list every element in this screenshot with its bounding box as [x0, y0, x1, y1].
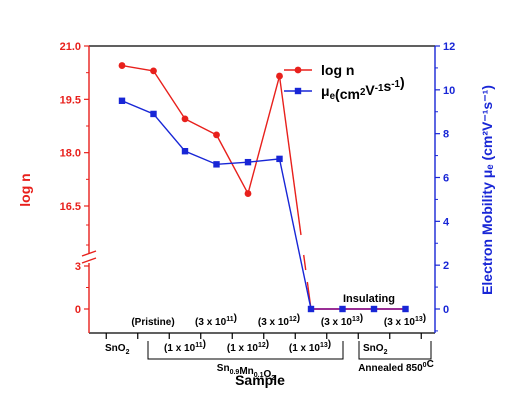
log-n-line-segment	[184, 118, 217, 136]
log-n-point	[244, 190, 252, 197]
mobility-line	[121, 100, 406, 310]
label-dose-upper: (3 x 1012)	[258, 313, 300, 328]
y-axis-left-title: log n	[17, 173, 33, 206]
mobility-point	[118, 97, 126, 104]
left-tick-label: 0	[75, 304, 81, 316]
right-tick-label: 2	[443, 260, 449, 272]
log-n-point	[181, 115, 189, 123]
right-tick-label: 8	[443, 129, 449, 141]
label-dose-lower: (1 x 1013)	[289, 339, 331, 354]
left-tick-label: 18.0	[60, 148, 81, 160]
x-axis-title: Sample	[235, 372, 285, 388]
log-n-line-segment	[247, 75, 281, 194]
mobility-point	[370, 305, 378, 313]
log-n-point	[118, 62, 126, 69]
mobility-point	[276, 155, 283, 163]
label-sno2: SnO2	[105, 343, 130, 356]
left-tick-label: 19.5	[60, 94, 81, 106]
label-dose-upper: (3 x 1013)	[384, 313, 426, 328]
mobility-point	[244, 158, 252, 166]
log-n-point	[276, 72, 283, 80]
mobility-point	[213, 161, 220, 168]
mobility-point	[339, 305, 346, 313]
left-tick-label: 16.5	[60, 201, 81, 213]
log-n-line-segment	[121, 64, 154, 72]
mobility-point	[181, 148, 189, 155]
mobility-point	[150, 110, 157, 118]
label-pristine: (Pristine)	[131, 317, 174, 328]
legend-label-mobility: μe(cm2V-1s-1)	[321, 74, 405, 102]
label-dose-lower: (1 x 1012)	[227, 339, 269, 354]
legend-label-log-n: log n	[321, 62, 354, 78]
log-n-point	[150, 67, 157, 75]
y-axis-right-title: Electron Mobility μₑ (cm²V⁻¹s⁻¹)	[479, 85, 495, 295]
mobility-point	[402, 305, 409, 313]
label-sno2-annealed: SnO2	[363, 343, 388, 356]
log-n-line-segment	[278, 75, 302, 236]
log-n-point	[213, 131, 220, 139]
right-tick-label: 4	[443, 216, 450, 228]
label-annealed-group: Annealed 8500C	[358, 359, 434, 374]
mobility-point	[307, 305, 315, 313]
label-dose-lower: (1 x 1011)	[164, 339, 206, 354]
log-n-line-segment	[215, 134, 249, 194]
insulating-annotation: Insulating	[343, 293, 395, 305]
log-n-line-segment	[303, 254, 307, 271]
right-tick-label: 0	[443, 304, 449, 316]
axis-break-mark	[81, 250, 97, 257]
legend-marker-log-n	[294, 66, 302, 74]
bracket-snmno2	[147, 341, 344, 360]
bracket-annealed	[358, 341, 432, 360]
axis-break-mark	[81, 257, 97, 264]
legend-marker-mobility	[294, 87, 302, 95]
right-tick-label: 6	[443, 173, 449, 185]
right-tick-label: 10	[443, 85, 455, 97]
label-dose-upper: (3 x 1011)	[195, 313, 237, 328]
log-n-line-segment	[152, 70, 186, 120]
left-tick-label: 21.0	[60, 41, 81, 53]
label-snmno2-group: Sn0.9Mn0.1O2	[217, 363, 275, 382]
label-dose-upper: (3 x 1013)	[321, 313, 363, 328]
right-tick-label: 12	[443, 41, 455, 53]
left-tick-label: 3	[75, 261, 81, 273]
